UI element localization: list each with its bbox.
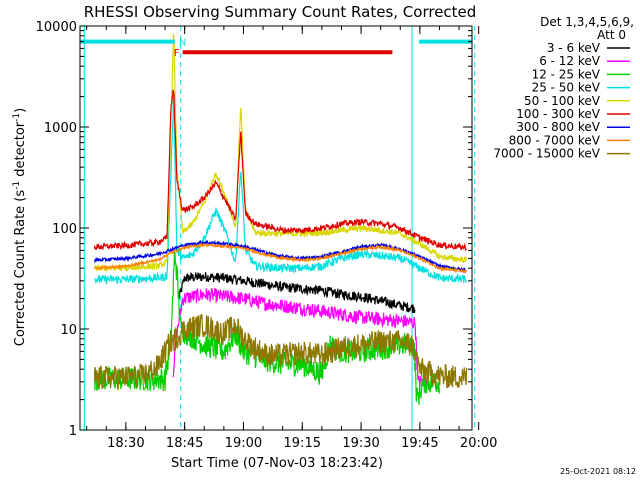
series-line xyxy=(94,95,467,286)
series-line xyxy=(172,287,428,389)
series-line xyxy=(93,89,467,251)
x-tick-label: 19:00 xyxy=(225,436,262,451)
y-tick-label: 1000 xyxy=(44,121,77,136)
legend-label: 25 - 50 keV xyxy=(532,81,601,95)
x-tick-label: 18:30 xyxy=(107,436,144,451)
x-tick-label: 19:15 xyxy=(284,436,321,451)
x-tick-label: 19:30 xyxy=(342,436,379,451)
y-tick-label: 100 xyxy=(52,222,77,237)
x-tick-label: 18:45 xyxy=(166,436,203,451)
x-axis-label: Start Time (07-Nov-03 18:23:42) xyxy=(171,456,383,471)
legend-label: 300 - 800 keV xyxy=(516,120,600,134)
y-tick-label: 1 xyxy=(69,424,77,439)
legend-label: 6 - 12 keV xyxy=(539,54,601,68)
legend-label: 50 - 100 keV xyxy=(524,94,601,108)
legend-label: 12 - 25 keV xyxy=(532,67,601,81)
generated-timestamp: 25-Oct-2021 08:12 xyxy=(560,467,636,476)
legend-label: 7000 - 15000 keV xyxy=(493,147,600,161)
y-axis-label: Corrected Count Rate (s-1 detector-1) xyxy=(12,108,28,346)
legend-label: 800 - 7000 keV xyxy=(509,133,601,147)
y-tick-label: 10 xyxy=(60,323,77,338)
legend-label: 3 - 6 keV xyxy=(547,41,601,55)
x-tick-label: 19:45 xyxy=(401,436,438,451)
legend-header-attenuator: Att 0 xyxy=(597,28,626,42)
saa-flag-label: N xyxy=(179,38,186,49)
flags-layer: NF xyxy=(80,38,472,59)
series-line xyxy=(94,33,468,273)
series-line xyxy=(93,242,467,274)
x-axis: 18:30 18:45 19:00 19:15 19:30 19:45 20:00 xyxy=(86,26,497,451)
y-tick-label: 10000 xyxy=(36,20,77,35)
chart-title: RHESSI Observing Summary Count Rates, Co… xyxy=(84,3,477,21)
series-line xyxy=(93,313,468,390)
legend-header-detectors: Det 1,3,4,5,6,9, xyxy=(540,15,634,29)
series-line xyxy=(178,271,416,314)
flare-flag-label: F xyxy=(174,48,180,59)
series-layer xyxy=(93,33,468,405)
x-tick-label: 20:00 xyxy=(460,436,497,451)
y-axis: 1 10 100 1000 10000 xyxy=(36,20,472,439)
legend-label: 100 - 300 keV xyxy=(516,107,600,121)
